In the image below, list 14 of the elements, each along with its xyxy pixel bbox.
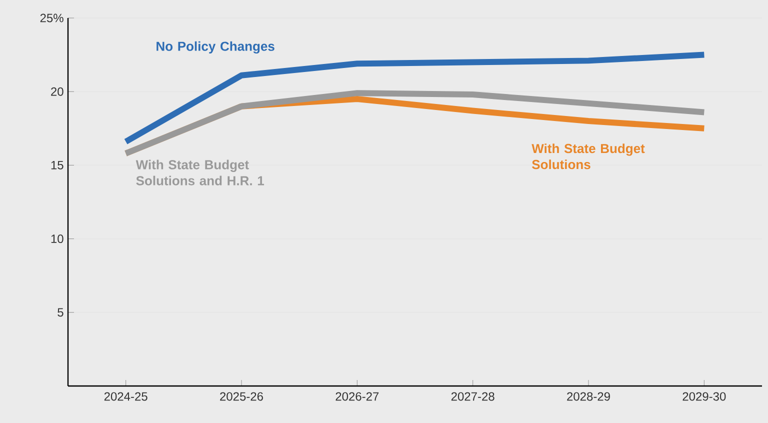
series-label: With State Budget Solutions and H.R. 1	[136, 160, 264, 186]
y-tick-label: 5	[58, 308, 64, 317]
y-tick-label: 25%	[40, 14, 64, 22]
series-label: With State Budget Solutions	[532, 144, 645, 170]
x-tick-label: 2027-28	[451, 392, 494, 401]
x-tick-label: 2024-25	[104, 392, 148, 401]
series-label: No Policy Changes	[156, 41, 274, 54]
x-tick-label: 2028-29	[567, 392, 610, 401]
x-tick-label: 2025-26	[220, 392, 263, 401]
y-tick-label: 15	[51, 161, 64, 170]
y-tick-label: 20	[51, 87, 64, 96]
y-tick-label: 10	[51, 234, 64, 244]
x-tick-label: 2029-30	[682, 392, 726, 401]
x-tick-label: 2026-27	[336, 392, 379, 401]
